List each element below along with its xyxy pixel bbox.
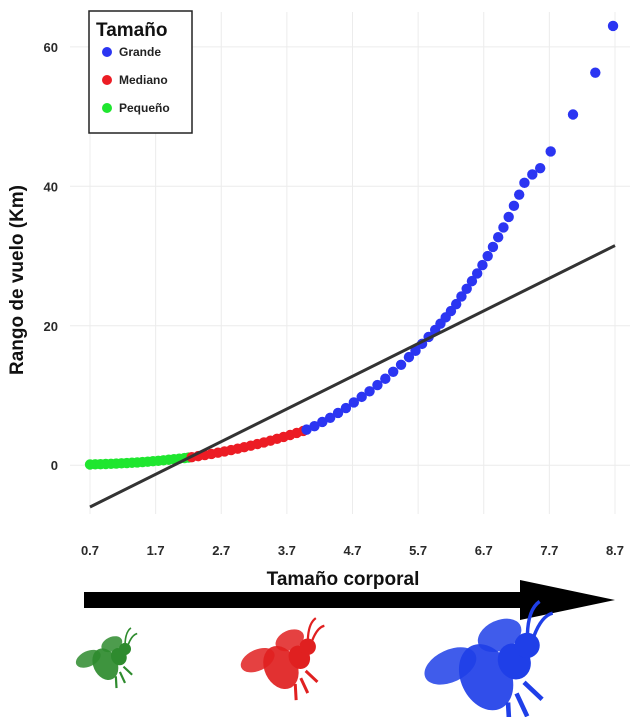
data-point-grande	[403, 351, 415, 363]
data-point-grande	[545, 146, 556, 157]
data-point-grande	[450, 298, 462, 310]
legend-key	[102, 47, 112, 57]
legend-entries: Grande Mediano Pequeño	[102, 45, 170, 115]
arrow-shaft	[84, 592, 534, 608]
x-tick-label: 7.7	[540, 543, 558, 558]
data-point-grande	[477, 259, 488, 271]
data-point-grande	[309, 420, 320, 432]
data-point-grande	[372, 379, 383, 391]
y-tick-label: 60	[44, 40, 58, 55]
legend-title: Tamaño	[96, 20, 167, 41]
legend: Tamaño Grande Mediano Pequeño	[88, 10, 193, 134]
data-point-grande	[348, 397, 360, 408]
data-point-grande	[607, 20, 619, 32]
data-point-grande	[380, 373, 391, 384]
legend-key	[102, 103, 112, 113]
x-axis-ticks: 0.7 1.7 2.7 3.7 4.7 5.7 6.7 7.7 8.7	[81, 543, 624, 558]
x-tick-label: 1.7	[147, 543, 165, 558]
regression-line	[89, 244, 616, 509]
legend-key	[102, 75, 112, 85]
data-point-grande	[410, 345, 421, 357]
bee-icon	[75, 627, 138, 689]
data-point-grande	[466, 275, 478, 287]
y-tick-label: 40	[44, 179, 58, 194]
data-point-grande	[332, 407, 344, 419]
bee-icon	[240, 617, 325, 701]
data-point-grande	[364, 386, 375, 397]
y-tick-label: 20	[44, 319, 58, 334]
legend-label: Grande	[119, 45, 161, 59]
data-point-grande	[527, 169, 538, 180]
data-point-grande	[534, 162, 546, 174]
data-point-grande	[508, 200, 520, 212]
data-point-grande	[456, 291, 467, 302]
size-arrow	[84, 580, 615, 620]
x-tick-label: 2.7	[212, 543, 230, 558]
x-tick-label: 3.7	[278, 543, 296, 558]
data-point-grande	[461, 283, 472, 294]
data-point-grande	[519, 177, 530, 189]
bee-silhouettes	[75, 600, 554, 717]
data-point-grande	[590, 67, 601, 78]
x-tick-label: 5.7	[409, 543, 427, 558]
data-point-grande	[492, 232, 504, 243]
y-axis-title: Rango de vuelo (Km)	[7, 185, 28, 375]
arrow-head	[520, 580, 615, 620]
x-tick-label: 0.7	[81, 543, 99, 558]
data-point-grande	[324, 412, 336, 423]
data-point-grande	[513, 189, 525, 200]
legend-label: Mediano	[119, 73, 168, 87]
x-tick-label: 8.7	[606, 543, 624, 558]
legend-label: Pequeño	[119, 101, 170, 115]
y-axis-ticks: 0 20 40 60	[44, 40, 58, 473]
x-axis-title: Tamaño corporal	[267, 569, 420, 590]
data-point-grande	[395, 359, 407, 370]
data-point-grande	[487, 241, 499, 253]
data-point-grande	[356, 391, 367, 403]
grid-lines	[70, 12, 630, 514]
data-point-grande	[482, 250, 493, 262]
data-point-grande	[567, 109, 579, 120]
x-tick-label: 4.7	[343, 543, 361, 558]
data-point-grande	[498, 222, 509, 233]
data-point-grande	[301, 424, 312, 435]
data-point-grande	[503, 211, 514, 223]
x-tick-label: 6.7	[475, 543, 493, 558]
data-point-grande	[340, 402, 352, 414]
bee-icon	[424, 600, 554, 717]
data-point-grande	[387, 366, 399, 377]
y-tick-label: 0	[51, 458, 58, 473]
data-point-grande	[471, 268, 483, 279]
data-point-grande	[317, 416, 328, 428]
